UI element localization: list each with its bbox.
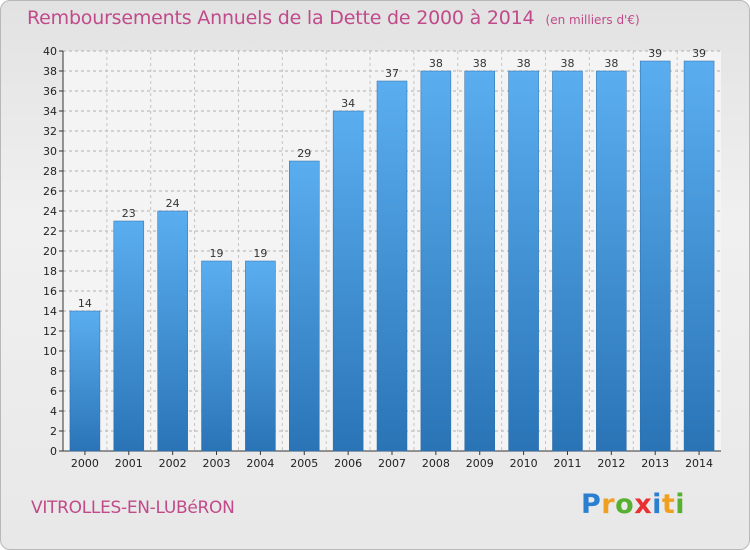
x-tick-label: 2003: [203, 457, 231, 470]
chart-title: Remboursements Annuels de la Dette de 20…: [27, 7, 640, 29]
x-tick-label: 2008: [422, 457, 450, 470]
y-tick-label: 18: [43, 265, 57, 278]
y-tick-label: 10: [43, 345, 57, 358]
x-tick-label: 2011: [553, 457, 581, 470]
x-tick-label: 2006: [334, 457, 362, 470]
x-tick-label: 2004: [246, 457, 274, 470]
y-tick-label: 38: [43, 65, 57, 78]
y-tick-label: 36: [43, 85, 57, 98]
y-tick-label: 24: [43, 205, 57, 218]
x-tick-label: 2012: [597, 457, 625, 470]
data-label: 38: [429, 57, 443, 70]
bar-2014: [683, 60, 715, 452]
bar-2007: [376, 80, 408, 452]
data-label: 38: [604, 57, 618, 70]
x-tick-label: 2002: [159, 457, 187, 470]
y-tick-label: 22: [43, 225, 57, 238]
chart-title-unit: (en milliers d'€): [545, 13, 640, 27]
x-tick-label: 2007: [378, 457, 406, 470]
y-tick-label: 6: [50, 385, 57, 398]
bar-2013: [639, 60, 671, 452]
y-tick-label: 40: [43, 45, 57, 58]
bar-2011: [552, 70, 583, 452]
logo-letter: i: [652, 489, 662, 520]
x-tick-label: 2009: [466, 457, 494, 470]
x-tick-label: 2000: [71, 457, 99, 470]
logo-letter: t: [661, 489, 676, 520]
logo-letter: r: [601, 489, 616, 520]
bar-2006: [332, 110, 364, 452]
y-tick-label: 34: [43, 105, 57, 118]
data-label: 14: [78, 297, 92, 310]
data-label: 38: [560, 57, 574, 70]
data-label: 19: [253, 247, 267, 260]
chart-title-main: Remboursements Annuels de la Dette de 20…: [27, 7, 535, 29]
bars: [69, 60, 715, 452]
bar-2012: [596, 70, 627, 452]
data-labels: 14 23 24 19 19 29 34 37 38 38 38 38 38 39 39: [78, 47, 706, 310]
axes: 0246810121416182022242628303234363840200…: [43, 45, 721, 470]
y-tick-label: 16: [43, 285, 57, 298]
y-tick-label: 28: [43, 165, 57, 178]
bar-2000: [69, 310, 101, 452]
data-label: 23: [122, 207, 136, 220]
x-tick-label: 2014: [685, 457, 713, 470]
data-label: 37: [385, 67, 399, 80]
data-label: 38: [473, 57, 487, 70]
data-label: 29: [297, 147, 311, 160]
x-tick-label: 2001: [115, 457, 143, 470]
bar-2010: [508, 70, 539, 452]
x-tick-label: 2010: [510, 457, 538, 470]
y-tick-label: 32: [43, 125, 57, 138]
data-label: 39: [648, 47, 662, 60]
bar-2005: [289, 160, 320, 452]
bar-2001: [113, 220, 145, 452]
proxiti-logo[interactable]: Proxiti: [581, 489, 685, 520]
logo-letter: x: [634, 489, 653, 520]
y-tick-label: 26: [43, 185, 57, 198]
logo-letter: P: [581, 489, 602, 520]
logo-letter: o: [615, 489, 635, 520]
bar-2004: [245, 260, 276, 452]
y-tick-label: 4: [50, 405, 57, 418]
bar-2003: [201, 260, 232, 452]
commune-name: VITROLLES-EN-LUBéRON: [31, 498, 235, 518]
y-tick-label: 20: [43, 245, 57, 258]
data-label: 24: [166, 197, 180, 210]
y-tick-label: 8: [50, 365, 57, 378]
y-tick-label: 2: [50, 425, 57, 438]
logo-letter: i: [675, 489, 686, 520]
y-tick-label: 30: [43, 145, 57, 158]
y-tick-label: 0: [50, 445, 57, 458]
data-label: 38: [517, 57, 531, 70]
bar-2002: [157, 210, 188, 452]
bar-2009: [464, 70, 495, 452]
data-label: 19: [210, 247, 224, 260]
data-label: 39: [692, 47, 706, 60]
x-tick-label: 2005: [290, 457, 318, 470]
bar-2008: [420, 70, 452, 452]
data-label: 34: [341, 97, 355, 110]
x-tick-label: 2013: [641, 457, 669, 470]
y-tick-label: 14: [43, 305, 57, 318]
y-tick-label: 12: [43, 325, 57, 338]
